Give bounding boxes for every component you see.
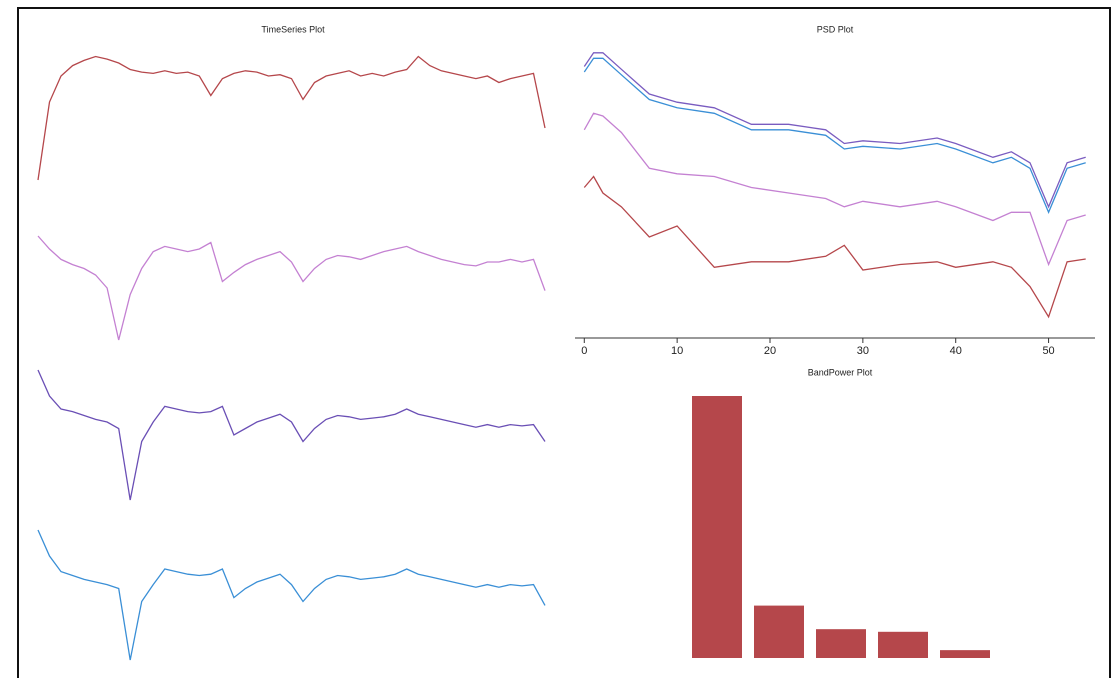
x-tick-label: 40 xyxy=(950,345,962,357)
plot-title: BandPower Plot xyxy=(808,367,873,377)
time-series-line xyxy=(37,235,546,341)
bar xyxy=(940,650,990,658)
psd-line xyxy=(583,175,1086,319)
time-series-line xyxy=(37,55,546,181)
time-series-line xyxy=(37,369,546,501)
bar xyxy=(692,396,742,658)
bar xyxy=(816,629,866,658)
bar xyxy=(878,631,928,658)
x-tick-label: 20 xyxy=(764,345,776,357)
frame xyxy=(17,7,1111,678)
x-tick-label: 0 xyxy=(581,345,587,357)
psd-line xyxy=(583,52,1086,209)
x-tick-label: 10 xyxy=(671,345,683,357)
psd-line xyxy=(583,112,1086,267)
time-series-line xyxy=(37,529,546,661)
plot-title: TimeSeries Plot xyxy=(261,24,325,34)
psd-line xyxy=(583,57,1086,214)
bar xyxy=(754,605,804,658)
x-tick-label: 30 xyxy=(857,345,869,357)
x-tick-label: 50 xyxy=(1042,345,1054,357)
plot-title: PSD Plot xyxy=(817,24,854,34)
